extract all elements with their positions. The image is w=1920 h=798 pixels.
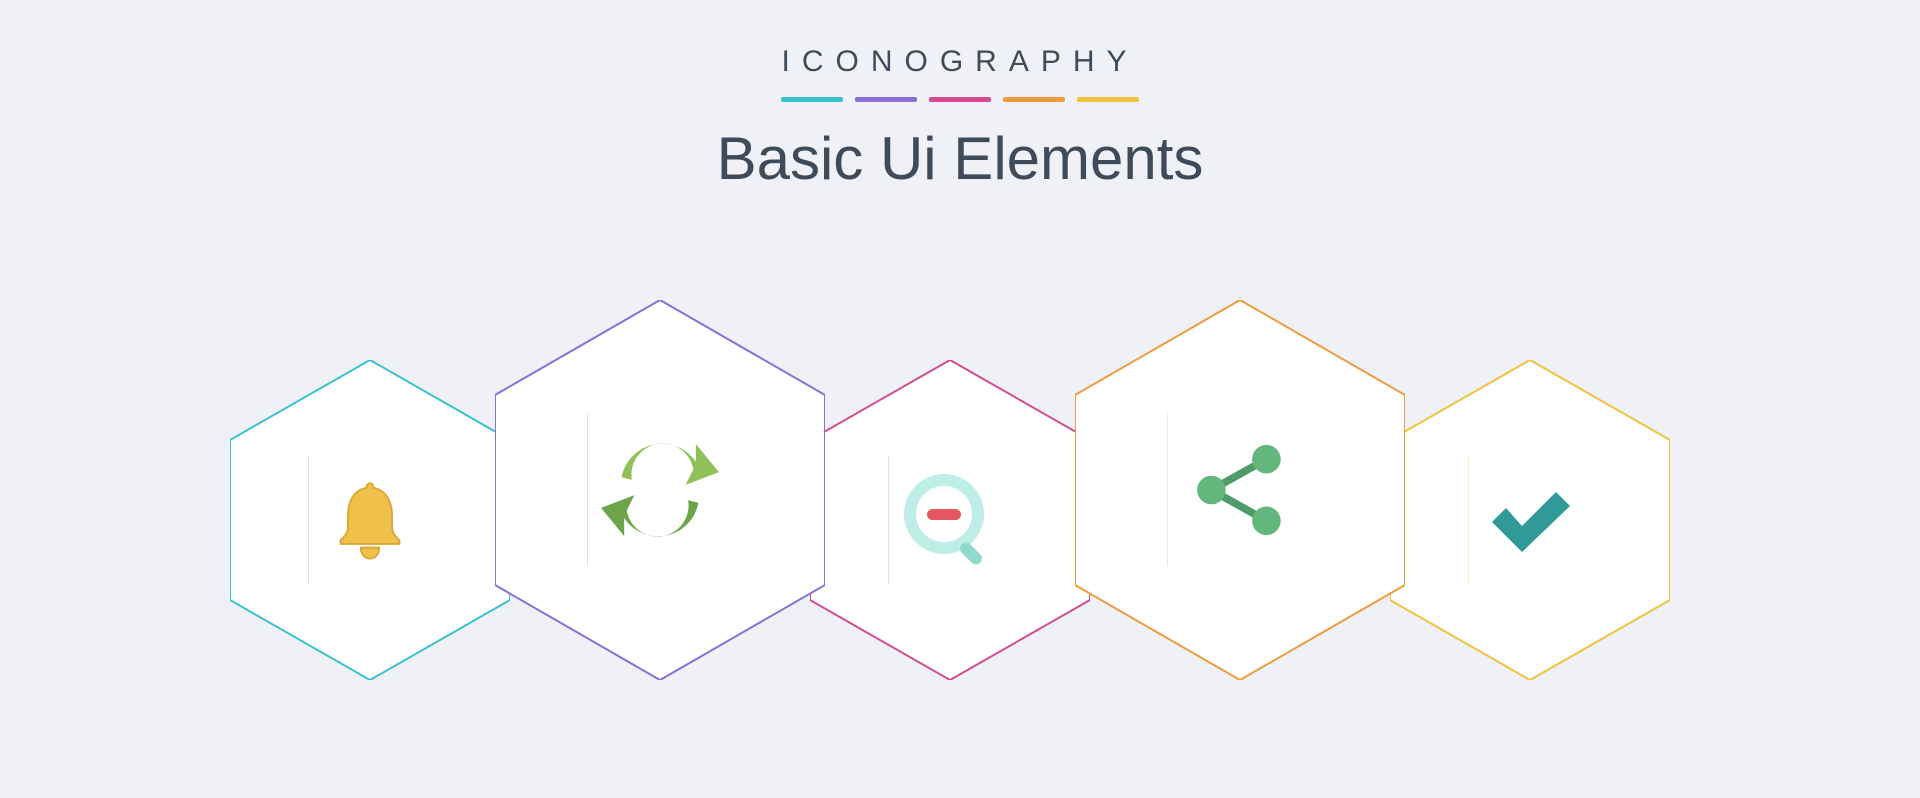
share-icon [1075, 300, 1405, 680]
eyebrow: ICONOGRAPHY [0, 45, 1920, 79]
title: Basic Ui Elements [0, 124, 1920, 193]
header: ICONOGRAPHY Basic Ui Elements [0, 45, 1920, 193]
bell-icon [230, 360, 510, 680]
hex-refresh [495, 300, 825, 680]
hex-row [180, 300, 1740, 740]
canvas: ICONOGRAPHY Basic Ui Elements [0, 0, 1920, 798]
zoom-out-icon [810, 360, 1090, 680]
hex-check [1390, 360, 1670, 680]
accent-bar [929, 97, 991, 102]
check-icon [1390, 360, 1670, 680]
refresh-icon [495, 300, 825, 680]
accent-bars [0, 97, 1920, 102]
hex-share [1075, 300, 1405, 680]
accent-bar [781, 97, 843, 102]
accent-bar [1003, 97, 1065, 102]
hex-bell [230, 360, 510, 680]
hex-zoom-out [810, 360, 1090, 680]
accent-bar [855, 97, 917, 102]
accent-bar [1077, 97, 1139, 102]
